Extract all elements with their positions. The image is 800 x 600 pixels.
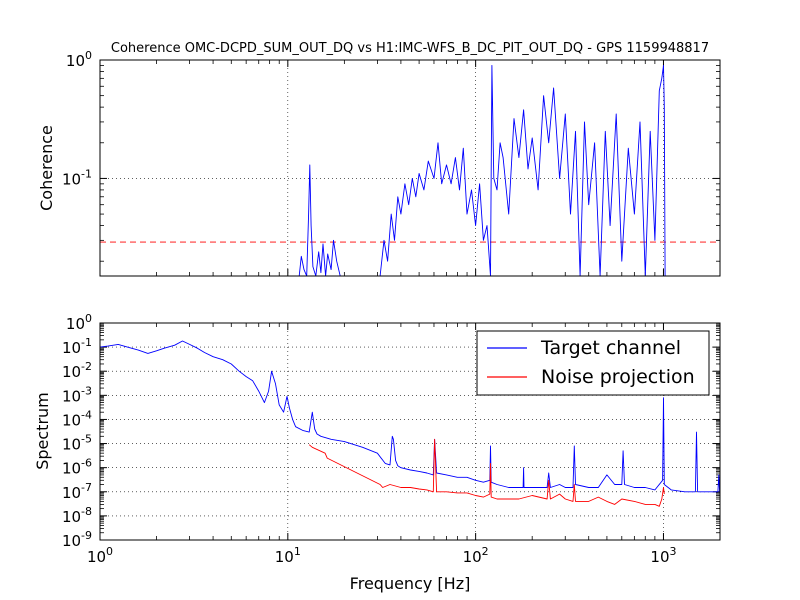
y-tick-label: 10-8: [62, 505, 92, 526]
x-tick-label: 103: [650, 545, 676, 566]
y-tick-label: 10-1: [62, 336, 92, 357]
series-line-target-channel: [100, 340, 720, 493]
y-tick-label: 10-2: [62, 360, 92, 381]
plot-frame: [99, 322, 721, 541]
x-axis-label: Frequency [Hz]: [350, 574, 471, 593]
series-group: [100, 340, 720, 507]
legend-box: [476, 330, 710, 396]
y-axis-label-coherence: Coherence: [37, 125, 56, 211]
y-tick-label: 10-9: [62, 529, 92, 550]
series-group: [298, 64, 666, 276]
x-tick-label: 100: [87, 545, 113, 566]
y-tick-label: 10-7: [62, 481, 92, 502]
x-tick-label: 101: [275, 545, 301, 566]
x-tick-label: 102: [463, 545, 489, 566]
chart-title: Coherence OMC-DCPD_SUM_OUT_DQ vs H1:IMC-…: [111, 41, 709, 56]
legend: Target channel Noise projection: [476, 330, 710, 396]
coherence-plot: 100 10-1: [62, 49, 721, 277]
series-line-coherence: [298, 64, 666, 276]
y-tick-label: 10-6: [62, 457, 92, 478]
y-tick-label: 10-1: [62, 167, 92, 188]
series-line-noise-projection: [308, 438, 665, 507]
y-tick-label: 10-4: [62, 408, 92, 429]
legend-label-target: Target channel: [540, 337, 681, 359]
plot-frame: [99, 59, 721, 277]
y-tick-label: 100: [66, 49, 92, 70]
legend-label-noise: Noise projection: [541, 366, 695, 388]
y-axis-label-spectrum: Spectrum: [33, 392, 52, 470]
y-tick-label: 100: [66, 312, 92, 333]
spectrum-plot: 100 101 102 103 100 10-1 10-2 10-3 10-4 10-5 10-6 1…: [62, 312, 721, 566]
y-tick-label: 10-5: [62, 433, 92, 454]
y-tick-label: 10-3: [62, 384, 92, 405]
